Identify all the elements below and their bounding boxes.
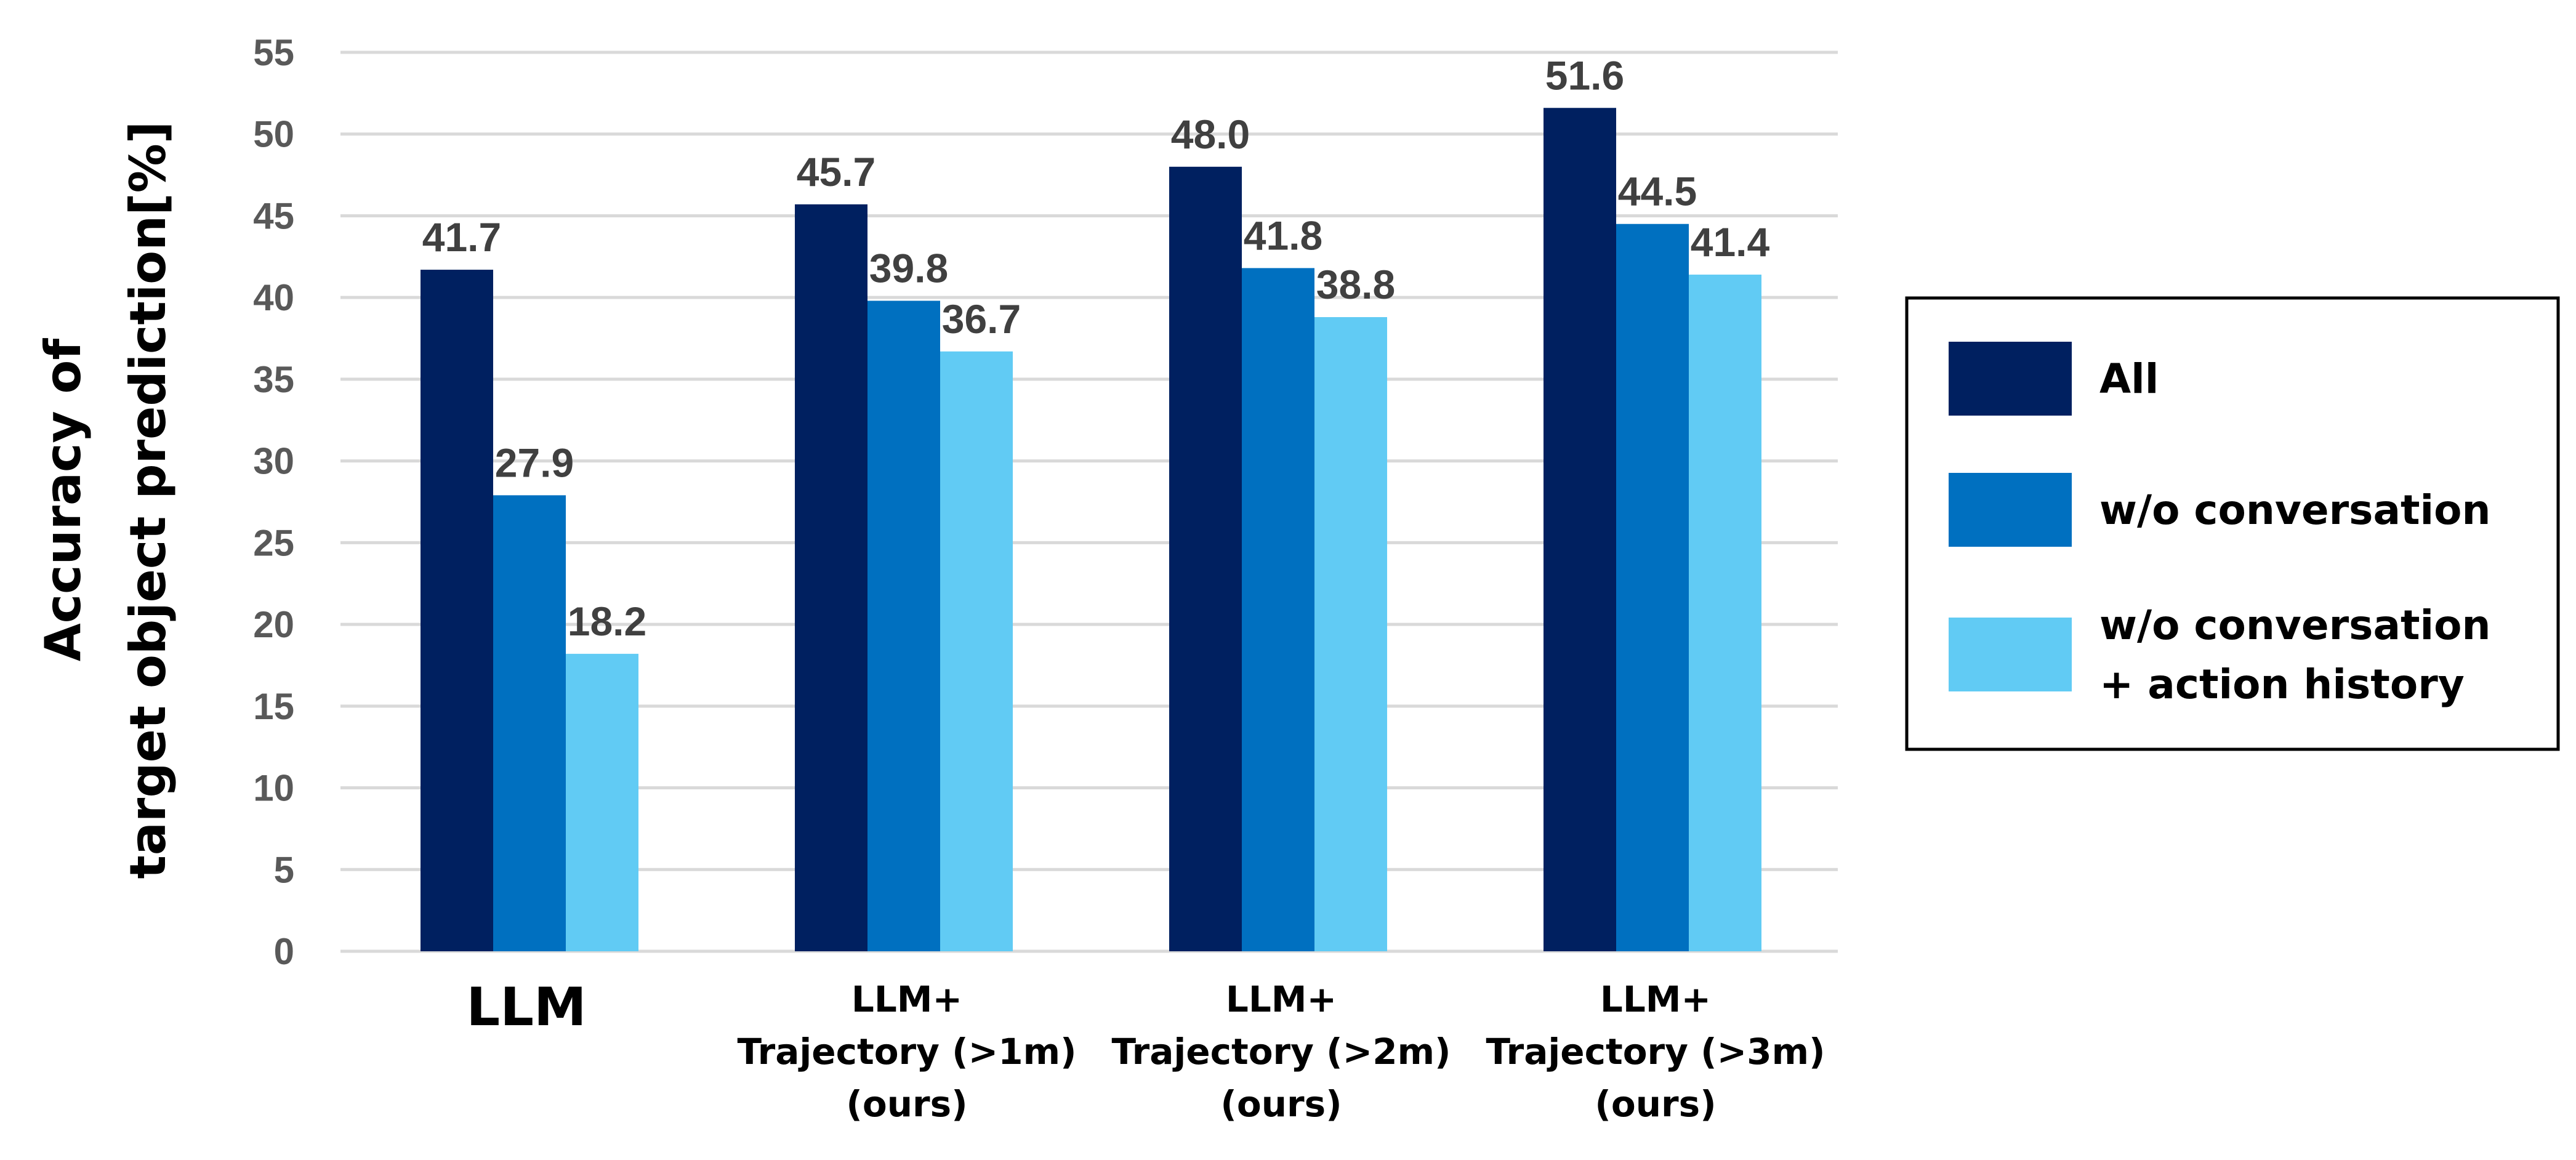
y-tick-label: 5 (274, 849, 294, 890)
x-axis-categories: LLM LLM+ Trajectory (>1m) (ours) LLM+ Traject… (466, 977, 1825, 1125)
legend-swatch (1949, 473, 2072, 547)
legend-label: w/o conversation (2099, 602, 2491, 649)
y-tick-label: 40 (253, 277, 294, 318)
x-tick-label: Trajectory (>1m) (737, 1031, 1076, 1073)
data-label: 48.0 (1171, 111, 1250, 157)
x-tick-label: LLM+ (1226, 978, 1337, 1020)
legend-label: All (2099, 355, 2159, 403)
data-label: 51.6 (1545, 52, 1624, 98)
y-tick-label: 55 (253, 32, 294, 73)
legend-label: w/o conversation (2099, 486, 2491, 534)
bar-2-3 (1242, 268, 1314, 951)
x-tick-label: (ours) (1595, 1083, 1716, 1125)
x-tick-label: Trajectory (>3m) (1486, 1031, 1825, 1073)
legend-swatch (1949, 618, 2072, 691)
legend-label: + action history (2099, 661, 2465, 708)
data-label: 45.7 (797, 149, 875, 195)
data-label: 38.8 (1316, 262, 1395, 307)
y-tick-label: 10 (253, 768, 294, 809)
data-label: 41.4 (1691, 219, 1770, 265)
y-tick-label: 35 (253, 359, 294, 400)
legend-swatch (1949, 342, 2072, 416)
y-tick-label: 45 (253, 195, 294, 236)
bar-1-4 (1544, 108, 1616, 952)
bar-3-3 (1314, 317, 1387, 951)
bar-3-1 (566, 653, 638, 951)
data-label: 36.7 (942, 296, 1021, 342)
bar-1-3 (1169, 166, 1242, 952)
bar-1-1 (421, 270, 493, 951)
bar-1-2 (795, 204, 867, 951)
data-label: 18.2 (568, 598, 646, 644)
x-tick-label: LLM+ (1600, 978, 1711, 1020)
bar-3-4 (1689, 275, 1761, 951)
x-tick-label: LLM (466, 977, 586, 1038)
y-tick-label: 30 (253, 441, 294, 482)
bar-2-4 (1616, 224, 1689, 951)
data-label: 41.8 (1244, 212, 1322, 258)
legend: All w/o conversation w/o conversation + act… (1905, 296, 2560, 751)
x-tick-label: (ours) (846, 1083, 967, 1125)
y-tick-label: 50 (253, 114, 294, 155)
y-axis-title: Accuracy of target object prediction[%] (34, 121, 177, 879)
data-label: 27.9 (495, 440, 574, 485)
x-tick-label: Trajectory (>2m) (1111, 1031, 1451, 1073)
x-tick-label: (ours) (1220, 1083, 1342, 1125)
y-axis-label: target object prediction[%] (119, 121, 177, 879)
y-tick-label: 15 (253, 686, 294, 727)
bars (421, 108, 1761, 952)
bar-2-2 (867, 300, 940, 951)
bar-3-2 (940, 351, 1013, 951)
data-label: 41.7 (422, 214, 501, 260)
bar-2-1 (493, 495, 566, 951)
y-axis-label: Accuracy of (34, 338, 92, 662)
x-tick-label: LLM+ (851, 978, 962, 1020)
data-label: 39.8 (869, 245, 948, 291)
data-labels: 41.7 45.7 48.0 51.6 27.9 39.8 41.8 44.5 18.2 36.7… (422, 52, 1770, 644)
data-label: 44.5 (1618, 169, 1697, 214)
y-axis-ticks: 0 5 10 15 20 25 30 35 40 45 50 55 (253, 32, 294, 972)
y-tick-label: 0 (274, 931, 294, 972)
y-tick-label: 20 (253, 604, 294, 645)
y-tick-label: 25 (253, 522, 294, 563)
